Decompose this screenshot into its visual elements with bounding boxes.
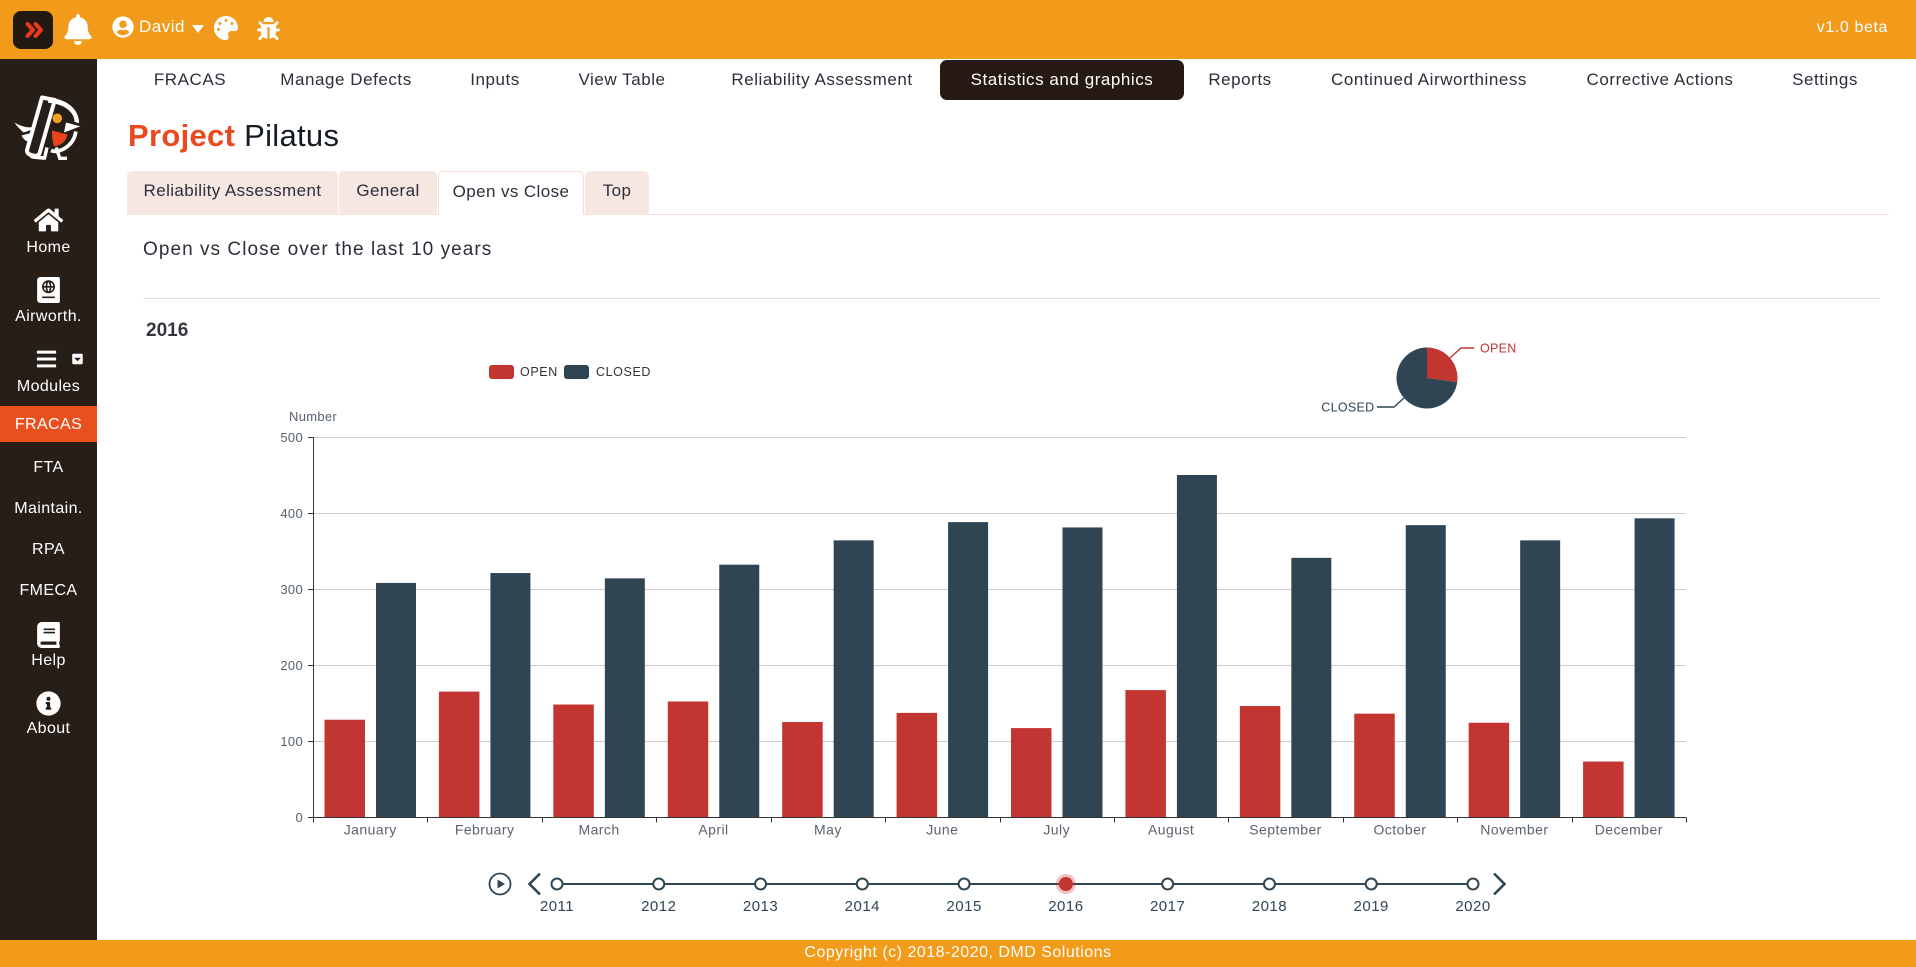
svg-text:2012: 2012	[641, 898, 676, 915]
svg-text:400: 400	[280, 506, 303, 521]
svg-text:2014: 2014	[845, 898, 880, 915]
svg-text:500: 500	[280, 430, 303, 445]
svg-text:September: September	[1249, 822, 1322, 838]
svg-text:200: 200	[280, 658, 303, 673]
svg-text:August: August	[1148, 822, 1194, 838]
svg-text:300: 300	[280, 582, 303, 597]
svg-text:January: January	[344, 822, 397, 838]
svg-text:April: April	[698, 822, 728, 838]
svg-text:February: February	[455, 822, 515, 838]
svg-text:2017: 2017	[1150, 898, 1185, 915]
svg-text:March: March	[578, 822, 619, 838]
svg-text:December: December	[1595, 822, 1663, 838]
svg-text:June: June	[926, 822, 958, 838]
svg-text:May: May	[814, 822, 842, 838]
svg-text:October: October	[1373, 822, 1426, 838]
svg-text:2011: 2011	[540, 898, 574, 915]
svg-text:2020: 2020	[1455, 898, 1490, 915]
svg-text:100: 100	[280, 734, 303, 749]
svg-text:0: 0	[295, 810, 303, 825]
svg-text:2013: 2013	[743, 898, 778, 915]
svg-text:2016: 2016	[1048, 898, 1083, 915]
svg-text:July: July	[1043, 822, 1070, 838]
svg-text:2018: 2018	[1252, 898, 1287, 915]
svg-text:2015: 2015	[946, 898, 981, 915]
svg-text:OPEN: OPEN	[1480, 342, 1517, 356]
svg-text:November: November	[1480, 822, 1548, 838]
svg-text:2019: 2019	[1354, 898, 1389, 915]
svg-text:Number: Number	[289, 409, 337, 424]
svg-text:CLOSED: CLOSED	[1321, 401, 1374, 415]
